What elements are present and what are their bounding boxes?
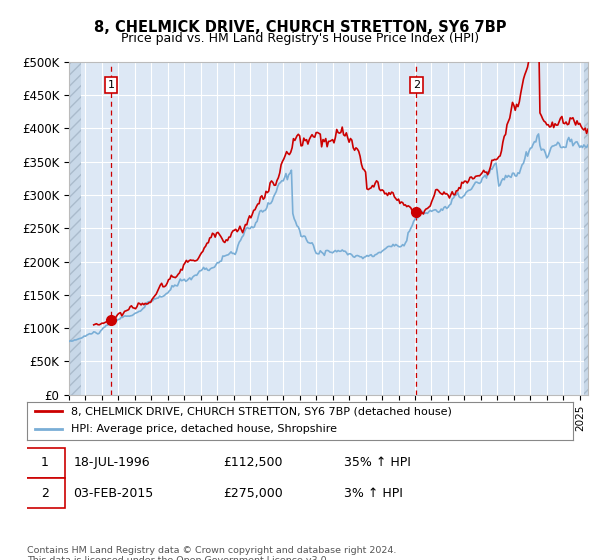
Text: 03-FEB-2015: 03-FEB-2015 <box>73 487 154 500</box>
Text: 1: 1 <box>107 80 115 90</box>
Text: Price paid vs. HM Land Registry's House Price Index (HPI): Price paid vs. HM Land Registry's House … <box>121 32 479 45</box>
Text: 8, CHELMICK DRIVE, CHURCH STRETTON, SY6 7BP (detached house): 8, CHELMICK DRIVE, CHURCH STRETTON, SY6 … <box>71 406 452 416</box>
FancyBboxPatch shape <box>24 448 65 478</box>
Text: 2: 2 <box>413 80 420 90</box>
Text: 35% ↑ HPI: 35% ↑ HPI <box>344 456 410 469</box>
FancyBboxPatch shape <box>24 478 65 508</box>
Text: 8, CHELMICK DRIVE, CHURCH STRETTON, SY6 7BP: 8, CHELMICK DRIVE, CHURCH STRETTON, SY6 … <box>94 20 506 35</box>
Text: HPI: Average price, detached house, Shropshire: HPI: Average price, detached house, Shro… <box>71 424 337 434</box>
Text: £112,500: £112,500 <box>224 456 283 469</box>
Text: 1: 1 <box>41 456 49 469</box>
Text: Contains HM Land Registry data © Crown copyright and database right 2024.
This d: Contains HM Land Registry data © Crown c… <box>27 546 397 560</box>
Text: 18-JUL-1996: 18-JUL-1996 <box>73 456 150 469</box>
Text: £275,000: £275,000 <box>224 487 283 500</box>
Text: 3% ↑ HPI: 3% ↑ HPI <box>344 487 403 500</box>
Text: 2: 2 <box>41 487 49 500</box>
